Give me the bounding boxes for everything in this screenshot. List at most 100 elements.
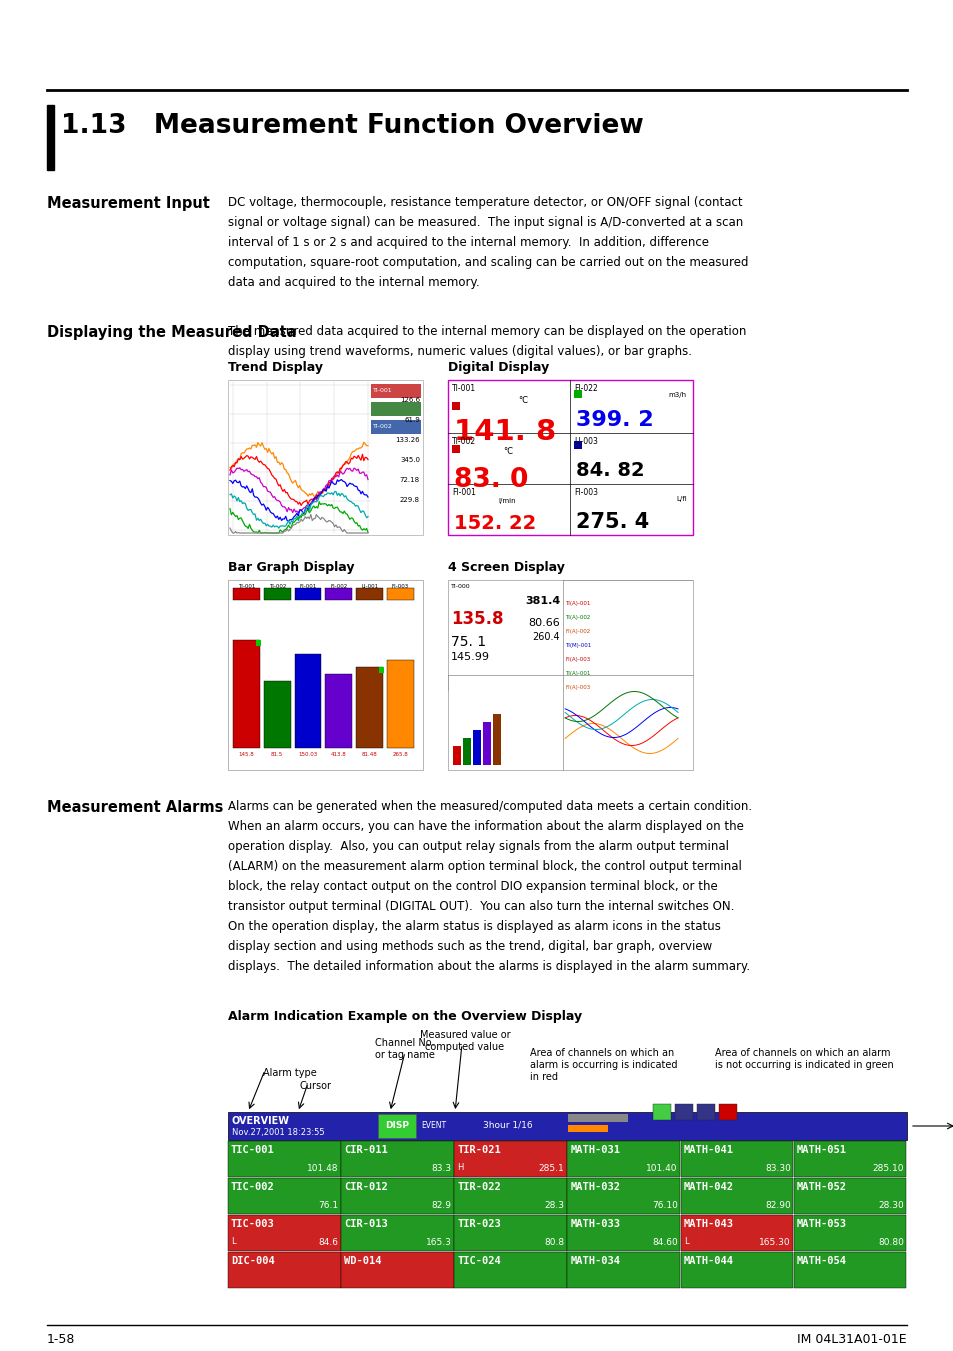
Text: 145.99: 145.99 bbox=[451, 653, 490, 662]
Text: MATH-041: MATH-041 bbox=[683, 1146, 733, 1155]
Text: 265.8: 265.8 bbox=[393, 753, 408, 757]
Text: FI(A)-003: FI(A)-003 bbox=[564, 657, 590, 662]
Text: Nov.27,2001 18:23:55: Nov.27,2001 18:23:55 bbox=[232, 1128, 324, 1138]
Text: TIR-022: TIR-022 bbox=[456, 1182, 500, 1192]
Text: LI-003: LI-003 bbox=[574, 436, 598, 446]
Bar bbox=[378, 667, 384, 673]
Text: L: L bbox=[231, 1238, 235, 1246]
Text: MATH-032: MATH-032 bbox=[570, 1182, 619, 1192]
Bar bbox=[574, 390, 581, 399]
Bar bbox=[448, 580, 692, 770]
Text: GROUP 1: GROUP 1 bbox=[451, 681, 478, 685]
Text: FI(A)-002: FI(A)-002 bbox=[564, 628, 590, 634]
Bar bbox=[793, 1140, 905, 1177]
Bar bbox=[679, 1215, 793, 1251]
Text: CIR-013: CIR-013 bbox=[344, 1219, 388, 1229]
Bar bbox=[562, 676, 692, 770]
Text: 80.66: 80.66 bbox=[528, 617, 559, 628]
Text: Alarms can be generated when the measured/computed data meets a certain conditio: Alarms can be generated when the measure… bbox=[228, 800, 751, 973]
Text: TI(A)-002: TI(A)-002 bbox=[564, 615, 590, 620]
Text: MATH-051: MATH-051 bbox=[796, 1146, 846, 1155]
Bar bbox=[371, 420, 420, 434]
Bar bbox=[448, 676, 562, 690]
Text: 260.4: 260.4 bbox=[532, 632, 559, 642]
Text: MATH-054: MATH-054 bbox=[796, 1256, 846, 1266]
Text: 80.8: 80.8 bbox=[544, 1238, 564, 1247]
Text: Bar Graph Display: Bar Graph Display bbox=[228, 561, 355, 574]
Text: MATH-034: MATH-034 bbox=[570, 1256, 619, 1266]
Bar bbox=[574, 440, 581, 449]
Bar bbox=[562, 597, 692, 611]
Text: MATH-042: MATH-042 bbox=[683, 1182, 733, 1192]
Text: 83.30: 83.30 bbox=[764, 1165, 790, 1173]
Text: 345.0: 345.0 bbox=[399, 457, 419, 463]
Text: MATH-031: MATH-031 bbox=[570, 1146, 619, 1155]
Text: IM 04L31A01-01E: IM 04L31A01-01E bbox=[797, 1333, 906, 1346]
Bar bbox=[453, 746, 460, 765]
Text: 1-58: 1-58 bbox=[47, 1333, 75, 1346]
Bar bbox=[452, 444, 459, 453]
Text: 285.10: 285.10 bbox=[872, 1165, 903, 1173]
Bar bbox=[264, 588, 291, 600]
Text: Area of channels on which an: Area of channels on which an bbox=[530, 1048, 674, 1058]
Bar bbox=[228, 1112, 906, 1140]
Text: 126.6: 126.6 bbox=[399, 397, 419, 403]
Bar bbox=[482, 721, 491, 765]
Bar bbox=[228, 580, 422, 770]
Text: DISP: DISP bbox=[385, 1120, 409, 1129]
Bar bbox=[356, 667, 383, 748]
Text: 165.30: 165.30 bbox=[759, 1238, 790, 1247]
Text: The measured data acquired to the internal memory can be displayed on the operat: The measured data acquired to the intern… bbox=[228, 326, 745, 358]
Text: TIR-023: TIR-023 bbox=[456, 1219, 500, 1229]
Text: Alarm type: Alarm type bbox=[263, 1069, 316, 1078]
Text: DIC-004: DIC-004 bbox=[231, 1256, 274, 1266]
Bar bbox=[567, 1115, 627, 1121]
Text: °C: °C bbox=[517, 396, 527, 405]
Text: FI-022: FI-022 bbox=[574, 384, 598, 393]
Text: 76.10: 76.10 bbox=[651, 1201, 677, 1210]
Bar bbox=[228, 1251, 340, 1288]
Bar bbox=[387, 661, 414, 748]
Text: TI-002: TI-002 bbox=[452, 436, 476, 446]
Bar bbox=[228, 1140, 340, 1177]
Bar bbox=[356, 588, 383, 600]
Text: Cursor: Cursor bbox=[299, 1081, 332, 1092]
Bar bbox=[567, 1215, 679, 1251]
Bar bbox=[454, 1178, 566, 1215]
Bar bbox=[228, 380, 422, 535]
Bar bbox=[325, 588, 352, 600]
Text: EVENT: EVENT bbox=[420, 1120, 446, 1129]
Bar bbox=[793, 1178, 905, 1215]
Text: MATH-052: MATH-052 bbox=[796, 1182, 846, 1192]
Text: 81.5: 81.5 bbox=[271, 753, 283, 757]
Text: or tag name: or tag name bbox=[375, 1050, 435, 1061]
Text: 229.8: 229.8 bbox=[399, 497, 419, 503]
Bar bbox=[679, 1251, 793, 1288]
Text: FI-001: FI-001 bbox=[299, 584, 316, 589]
Text: 275. 4: 275. 4 bbox=[576, 512, 649, 532]
Text: MATH-053: MATH-053 bbox=[796, 1219, 846, 1229]
Text: TIC-001: TIC-001 bbox=[231, 1146, 274, 1155]
Text: °C: °C bbox=[502, 447, 513, 455]
Text: 165.3: 165.3 bbox=[425, 1238, 451, 1247]
Bar bbox=[233, 640, 259, 748]
Bar bbox=[697, 1104, 714, 1120]
Bar bbox=[294, 588, 321, 600]
Text: l/min: l/min bbox=[497, 499, 515, 504]
Text: 101.48: 101.48 bbox=[306, 1165, 337, 1173]
Bar bbox=[371, 403, 420, 416]
Bar bbox=[228, 1178, 340, 1215]
Bar bbox=[562, 580, 692, 676]
Text: 72.18: 72.18 bbox=[399, 477, 419, 484]
Bar bbox=[562, 611, 692, 624]
Bar bbox=[462, 738, 471, 765]
Bar bbox=[377, 1115, 416, 1138]
Text: in red: in red bbox=[530, 1071, 558, 1082]
Text: computed value: computed value bbox=[425, 1042, 504, 1052]
Text: CIR-012: CIR-012 bbox=[344, 1182, 388, 1192]
Text: Digital Display: Digital Display bbox=[448, 361, 549, 374]
Text: 80.80: 80.80 bbox=[877, 1238, 903, 1247]
Text: 84.60: 84.60 bbox=[651, 1238, 677, 1247]
Text: CIR-011: CIR-011 bbox=[344, 1146, 388, 1155]
Text: OVERVIEW: OVERVIEW bbox=[565, 585, 602, 590]
